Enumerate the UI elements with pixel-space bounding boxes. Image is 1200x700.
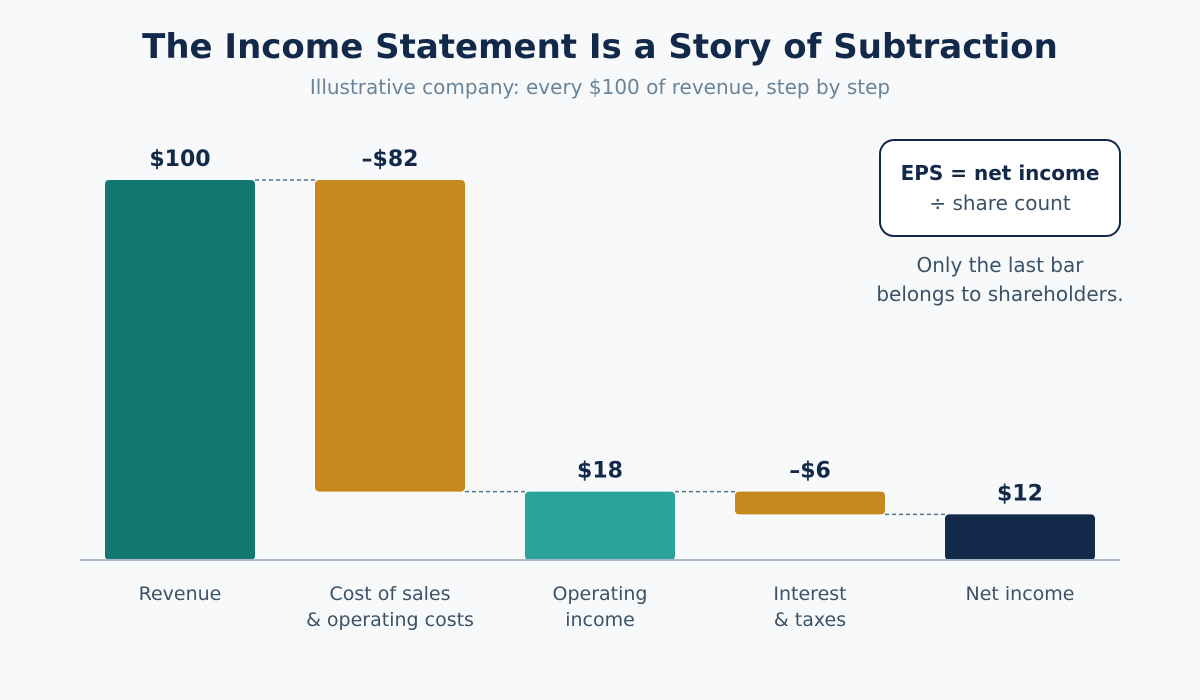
value-label-4: –$6 bbox=[789, 459, 831, 484]
value-label-2: –$82 bbox=[362, 147, 419, 172]
bar-2 bbox=[315, 180, 465, 492]
value-label-5: $12 bbox=[997, 481, 1043, 506]
shareholder-note-line2: belongs to shareholders. bbox=[876, 282, 1123, 306]
eps-callout: EPS = net income ÷ share count bbox=[879, 139, 1121, 237]
value-label-1: $100 bbox=[149, 147, 210, 172]
eps-callout-line2: ÷ share count bbox=[929, 191, 1070, 215]
category-label-2: Cost of sales & operating costs bbox=[306, 583, 474, 631]
eps-callout-line1: EPS = net income bbox=[901, 161, 1100, 185]
category-label-5: Net income bbox=[966, 583, 1075, 605]
bar-3 bbox=[525, 491, 675, 560]
chart-subtitle: Illustrative company: every $100 of reve… bbox=[310, 75, 890, 99]
category-label-3: Operating income bbox=[553, 583, 648, 631]
category-label-4: Interest & taxes bbox=[773, 583, 846, 631]
connector-lines bbox=[255, 179, 945, 516]
value-labels: $100 –$82 $18 –$6 $12 bbox=[149, 147, 1043, 506]
eps-callout-box bbox=[879, 139, 1121, 237]
value-label-3: $18 bbox=[577, 459, 623, 484]
bar-5 bbox=[945, 514, 1095, 560]
chart-title: The Income Statement Is a Story of Subtr… bbox=[142, 27, 1058, 67]
category-labels: Revenue Cost of sales & operating costs Ope… bbox=[139, 583, 1075, 631]
category-label-1: Revenue bbox=[139, 583, 222, 605]
bar-1 bbox=[105, 180, 255, 560]
bar-4 bbox=[735, 491, 885, 515]
shareholder-note-line1: Only the last bar bbox=[917, 253, 1085, 277]
bars bbox=[105, 180, 1095, 560]
